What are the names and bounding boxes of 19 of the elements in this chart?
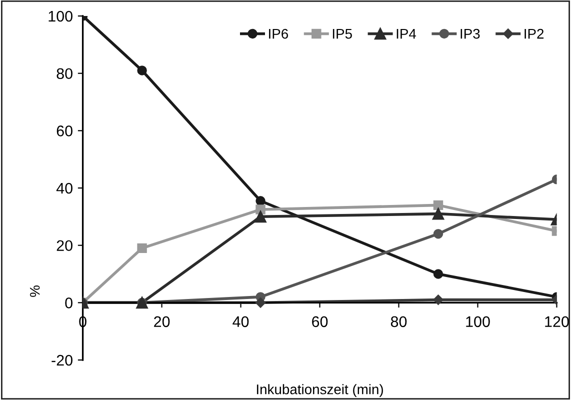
x-tick-label: 100 [466,316,490,328]
y-tick-label: 20 [56,240,72,252]
y-tick-label: 60 [56,126,72,136]
y-tick-label: 100 [48,10,72,22]
y-tick-label: 0 [65,298,72,308]
y-tick-label: 80 [56,68,72,80]
x-tick-label: 60 [312,316,328,328]
legend-label: IP2 [524,28,544,39]
x-tick-label: 40 [232,316,249,328]
x-tick-label: 20 [154,316,170,328]
x-tick-label: 80 [390,316,407,328]
legend-label: IP3 [460,28,480,39]
legend-label: IP5 [332,29,352,39]
legend-label: IP6 [269,28,288,39]
legend-label: IP4 [396,29,416,39]
y-tick-label: -20 [52,354,72,366]
y-axis-title: % [30,286,40,297]
y-tick-label: 40 [56,182,72,194]
x-axis-title: Inkubationszeit (min) [256,384,383,398]
